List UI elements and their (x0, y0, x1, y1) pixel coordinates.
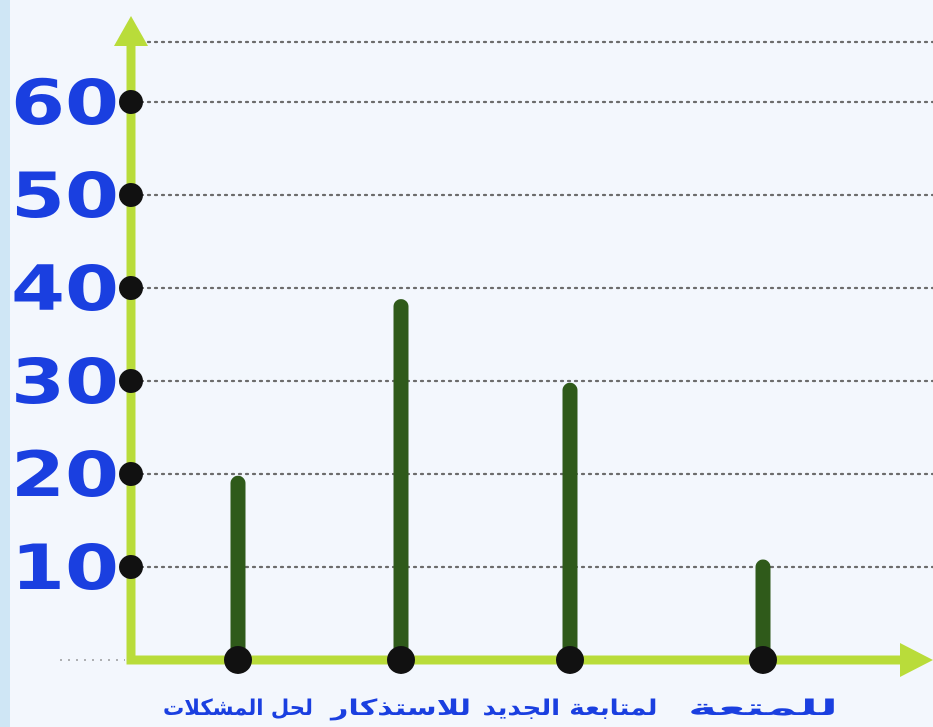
y-tick-dot (119, 462, 143, 486)
x-tick-label: للمتعة (688, 696, 838, 721)
bar-base-dot (387, 646, 415, 674)
y-tick-label: 30 (11, 345, 119, 418)
y-tick-dot (119, 555, 143, 579)
left-edge-stripe (0, 0, 10, 727)
y-tick-dot (119, 276, 143, 300)
y-tick-label: 50 (11, 159, 119, 232)
gridlines (60, 40, 933, 661)
bar-base-dot (556, 646, 584, 674)
y-tick-dot (119, 183, 143, 207)
y-tick-label: 20 (11, 438, 119, 511)
bar-base-dot (224, 646, 252, 674)
y-tick-label: 10 (11, 531, 119, 604)
y-tick-label: 40 (11, 252, 119, 325)
y-tick-dot (119, 90, 143, 114)
x-tick-label: للاستذكار (330, 696, 471, 721)
x-tick-label: لحل المشكلات (163, 696, 313, 721)
bar-base-dot (749, 646, 777, 674)
x-axis-arrow (900, 643, 933, 677)
x-ticks: لحل المشكلات للاستذكار لمتابعة الجديد للمتع… (163, 696, 838, 721)
bars (224, 299, 777, 674)
y-tick-label: 60 (11, 66, 119, 139)
y-tick-dot (119, 369, 143, 393)
y-axis-arrow (114, 16, 148, 46)
y-ticks: 10 20 30 40 50 60 (11, 66, 143, 604)
x-tick-label: لمتابعة الجديد (483, 696, 658, 721)
